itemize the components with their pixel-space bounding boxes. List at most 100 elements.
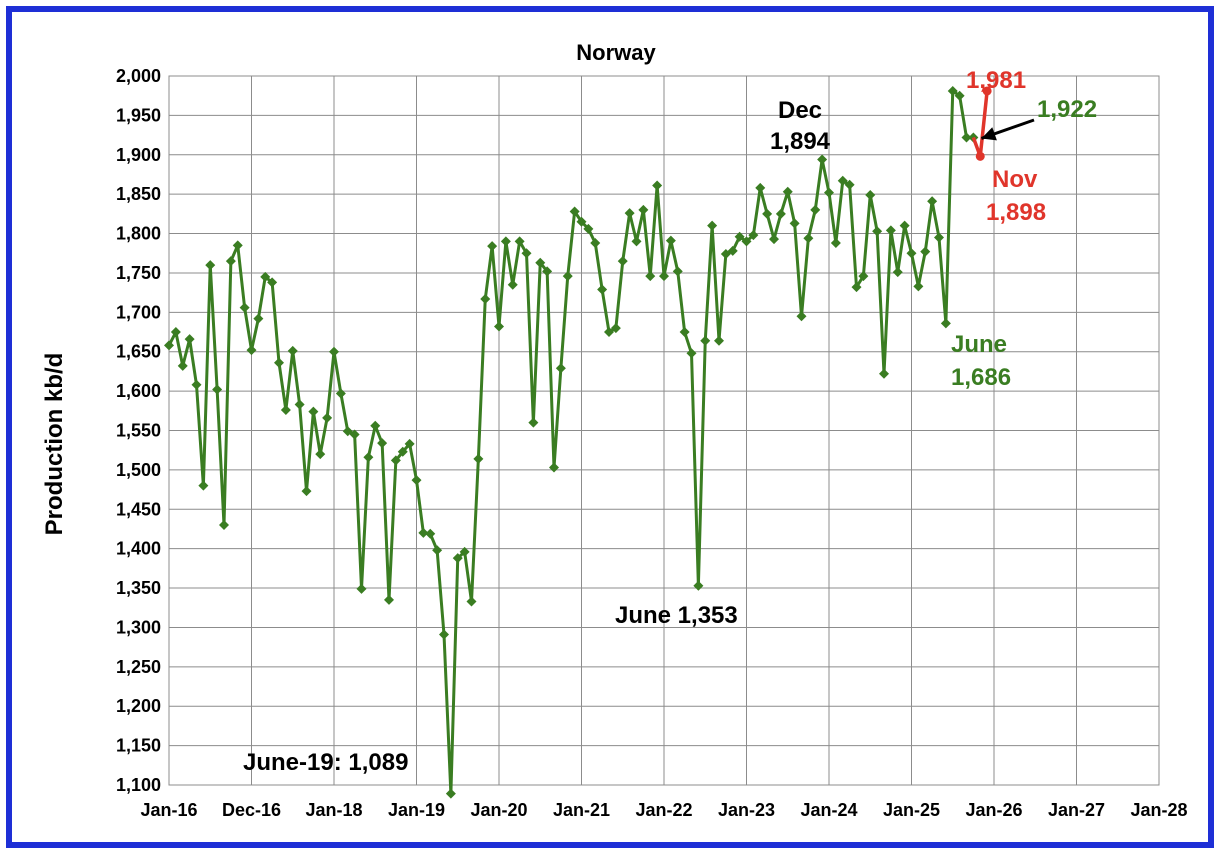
y-tick-label: 1,500	[116, 460, 161, 480]
production-data-point	[487, 241, 498, 252]
production-data-point	[961, 132, 972, 143]
production-data-point	[390, 455, 401, 466]
y-tick-label: 2,000	[116, 66, 161, 86]
production-data-point	[184, 334, 195, 345]
projection-series-line	[971, 90, 989, 159]
production-data-point	[817, 154, 828, 165]
production-data-point	[638, 204, 649, 215]
production-data-point	[164, 340, 174, 351]
production-data-point	[267, 277, 278, 288]
production-data-point	[260, 271, 271, 282]
production-data-point	[404, 438, 415, 449]
production-data-point	[287, 345, 298, 356]
production-data-point	[466, 596, 477, 607]
x-tick-label: Jan-25	[883, 800, 940, 820]
production-data-point	[246, 345, 257, 356]
production-data-point	[521, 248, 532, 259]
production-data-point	[370, 420, 381, 431]
annotation-arrow-head	[981, 127, 997, 141]
production-data-point	[803, 233, 814, 244]
chart-title: Norway	[576, 40, 656, 65]
x-tick-label: Dec-16	[222, 800, 281, 820]
production-data-point	[844, 179, 855, 190]
production-data-point	[280, 405, 291, 416]
x-tick-label: Jan-28	[1130, 800, 1187, 820]
production-data-point	[631, 236, 642, 247]
production-data-point	[714, 335, 724, 346]
y-tick-label: 1,950	[116, 105, 161, 125]
projection-data-point	[975, 151, 985, 161]
production-data-point	[865, 189, 876, 200]
y-tick-label: 1,900	[116, 145, 161, 165]
production-data-point	[672, 266, 683, 277]
x-tick-label: Jan-22	[635, 800, 692, 820]
production-data-point	[610, 323, 621, 334]
production-data-point	[212, 384, 223, 395]
y-tick-label: 1,700	[116, 302, 161, 322]
production-data-point	[349, 429, 360, 440]
production-data-point	[645, 271, 656, 282]
x-tick-label: Jan-21	[553, 800, 610, 820]
production-data-point	[356, 583, 367, 594]
production-data-point	[562, 271, 573, 282]
production-data-point	[191, 379, 202, 390]
projection-data-point	[982, 86, 992, 96]
production-data-point	[624, 208, 635, 219]
production-data-point	[679, 327, 690, 338]
y-tick-label: 1,150	[116, 736, 161, 756]
production-data-point	[514, 236, 525, 247]
production-data-point	[384, 594, 394, 605]
x-tick-label: Jan-27	[1048, 800, 1105, 820]
y-tick-label: 1,750	[116, 263, 161, 283]
annotation-june-2025-value: 1,686	[951, 364, 1011, 391]
production-data-point	[954, 90, 965, 101]
production-data-point	[198, 480, 209, 491]
x-tick-label: Jan-18	[305, 800, 362, 820]
production-data-point	[693, 580, 704, 591]
production-data-point	[432, 545, 443, 556]
annotation-dec-value: 1,894	[770, 128, 831, 155]
x-tick-label: Jan-16	[140, 800, 197, 820]
production-data-point	[755, 182, 766, 193]
y-tick-label: 1,200	[116, 696, 161, 716]
x-tick-label: Jan-23	[718, 800, 775, 820]
production-data-point	[851, 282, 862, 293]
production-data-point	[576, 216, 587, 227]
chart-frame: 1,100 1,150 1,200 1,250 1,300 1,350 1,400 1,450…	[6, 6, 1214, 848]
production-data-point	[232, 240, 243, 251]
production-data-point	[583, 223, 594, 234]
production-data-point	[665, 235, 676, 246]
production-data-point	[734, 231, 745, 242]
x-tick-label: Jan-24	[800, 800, 857, 820]
production-data-point	[762, 208, 773, 219]
production-data-point	[239, 302, 250, 313]
production-data-point	[659, 271, 669, 282]
production-data-point	[947, 85, 958, 96]
production-data-point	[329, 346, 339, 357]
production-data-point	[253, 313, 264, 324]
production-data-point	[652, 180, 663, 191]
production-data-point	[377, 438, 388, 449]
annotation-oct-value: 1,922	[1037, 96, 1097, 123]
production-data-point	[617, 256, 628, 267]
production-data-point	[500, 236, 511, 247]
y-axis-label: Production kb/d	[41, 353, 68, 536]
production-data-point	[494, 321, 504, 332]
production-data-point	[459, 546, 470, 557]
production-data-point	[473, 453, 484, 464]
production-data-point	[569, 206, 580, 217]
production-data-point	[418, 527, 429, 538]
production-data-point	[597, 284, 608, 295]
production-data-point	[775, 208, 786, 219]
production-data-point	[590, 238, 601, 249]
y-tick-label: 1,800	[116, 224, 161, 244]
production-data-point	[549, 462, 559, 473]
production-data-point	[274, 357, 284, 368]
production-data-point	[507, 279, 518, 290]
production-data-point	[445, 788, 456, 799]
production-data-point	[604, 327, 614, 338]
production-data-point	[892, 267, 903, 278]
production-data-point	[782, 186, 793, 197]
annotation-june-2025-label: June	[951, 331, 1007, 358]
production-data-point	[555, 363, 566, 374]
